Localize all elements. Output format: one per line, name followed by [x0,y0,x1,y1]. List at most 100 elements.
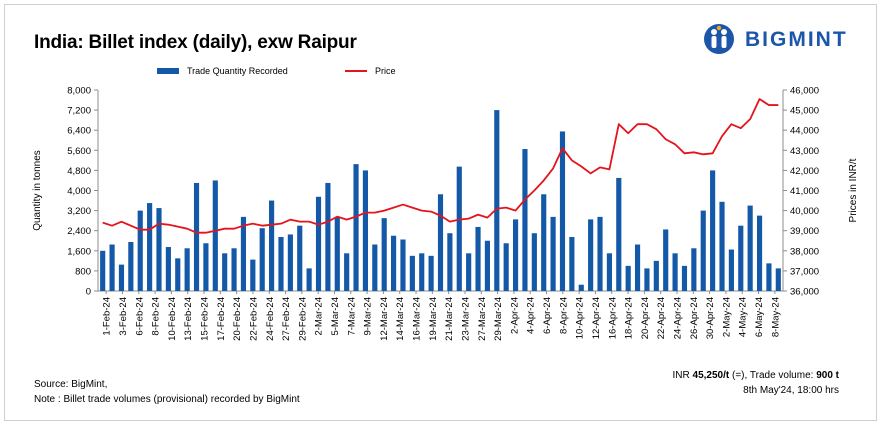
bar-quantity [503,243,509,291]
y-right-tick-label: 40,000 [790,206,819,217]
source-text: Source: BigMint, [34,379,108,390]
bar-quantity [475,226,481,291]
bar-quantity [165,247,171,291]
y-left-tick-label: 4,800 [67,166,91,177]
price-line [102,98,779,234]
bar-quantity [175,258,181,291]
bar-quantity [203,243,209,291]
bar-quantity [362,170,369,291]
x-tick-label: 10-Feb-24 [167,297,178,341]
x-tick-label: 17-Feb-24 [216,297,227,341]
bar-quantity [137,210,143,291]
price-prefix: INR [672,370,693,381]
x-tick-label: 12-Mar-24 [379,297,390,341]
bar-quantity [353,164,359,291]
bar-quantity [400,239,406,291]
bar-quantity [616,177,622,291]
y-left-tick-label: 3,200 [67,206,91,217]
x-tick-label: 22-Apr-24 [656,297,667,339]
y-right-tick-label: 42,000 [790,166,819,177]
y-left-tick-label: 6,400 [67,126,91,137]
x-tick-label: 15-Feb-24 [200,297,211,341]
bar-quantity [315,196,322,291]
bar-quantity [588,219,594,291]
bar-quantity [710,170,716,291]
y-left-tick-label: 1,600 [67,246,91,257]
bar-quantity [250,259,256,291]
bar-quantity [766,263,772,291]
bar-quantity [297,225,303,291]
bar-quantity [437,194,444,291]
x-tick-label: 6-Apr-24 [542,297,553,334]
price-mid: (=), Trade volume: [729,370,817,381]
x-tick-label: 16-Apr-24 [607,297,618,339]
y-left-tick-label: 800 [75,266,91,277]
bar-quantity [222,253,228,291]
bar-quantity [559,131,566,291]
x-tick-label: 22-Feb-24 [248,297,259,341]
bar-quantity [325,182,331,291]
note-text: Note : Billet trade volumes (provisional… [34,394,300,405]
bar-quantity [719,201,725,291]
x-tick-label: 14-Mar-24 [395,297,406,341]
bar-quantity [653,260,659,291]
bar-quantity [259,228,265,291]
bar-quantity [240,216,247,291]
x-tick-label: 3-Feb-24 [118,297,129,336]
bar-quantity [118,264,125,291]
bar-quantity [109,244,115,291]
legend-swatch-bar [157,68,179,74]
bar-quantity [512,219,519,291]
x-tick-label: 23-Mar-24 [460,297,471,341]
x-tick-label: 4-Apr-24 [526,297,537,334]
y-right-tick-label: 38,000 [790,246,819,257]
bar-quantity [663,229,669,291]
x-tick-label: 24-Feb-24 [265,297,276,341]
bar-quantity [156,208,162,291]
bar-quantity [391,235,397,291]
price-summary: INR 45,250/t (=), Trade volume: 900 t [673,370,839,381]
bar-quantity [644,268,650,291]
x-tick-label: 24-Apr-24 [672,297,683,339]
bar-quantity [700,210,706,291]
chart-legend: Trade Quantity Recorded Price [0,66,883,82]
x-tick-label: 27-Mar-24 [477,297,488,341]
bar-quantity [738,225,744,291]
bar-quantity [691,248,697,291]
x-tick-label: 7-Mar-24 [346,297,357,336]
x-tick-label: 6-May-24 [754,297,765,337]
bar-quantity [578,284,584,291]
bar-quantity [128,242,134,291]
bar-quantity [466,253,472,291]
bar-quantity [419,253,425,291]
x-tick-label: 19-Mar-24 [428,297,439,341]
x-tick-label: 13-Feb-24 [183,297,194,341]
bar-quantity [212,180,218,291]
bar-quantity [100,250,106,291]
bar-quantity [306,268,312,291]
x-tick-label: 16-Mar-24 [412,297,423,341]
x-tick-label: 2-Mar-24 [314,297,325,336]
x-tick-label: 9-Mar-24 [363,297,374,336]
y-left-axis-title: Quantity in tonnes [32,150,43,231]
volume-value: 900 t [816,370,839,381]
bar-quantity [494,110,500,291]
x-tick-label: 29-Feb-24 [297,297,308,341]
legend-swatch-line [345,70,367,72]
bar-quantity [231,248,237,291]
bar-quantity [625,265,631,291]
bar-quantity [456,166,462,291]
bar-quantity [184,248,190,291]
bar-quantity [606,253,612,291]
bar-quantity [597,216,603,291]
legend-label-quantity: Trade Quantity Recorded [187,66,288,76]
x-tick-label: 8-May-24 [770,297,781,337]
x-tick-label: 5-Mar-24 [330,297,341,336]
bar-quantity [447,233,453,291]
bar-quantity [522,149,528,291]
x-tick-label: 8-Apr-24 [558,297,569,334]
bar-quantity [278,236,284,291]
x-tick-label: 21-Mar-24 [444,297,455,341]
y-right-tick-label: 45,000 [790,106,819,117]
